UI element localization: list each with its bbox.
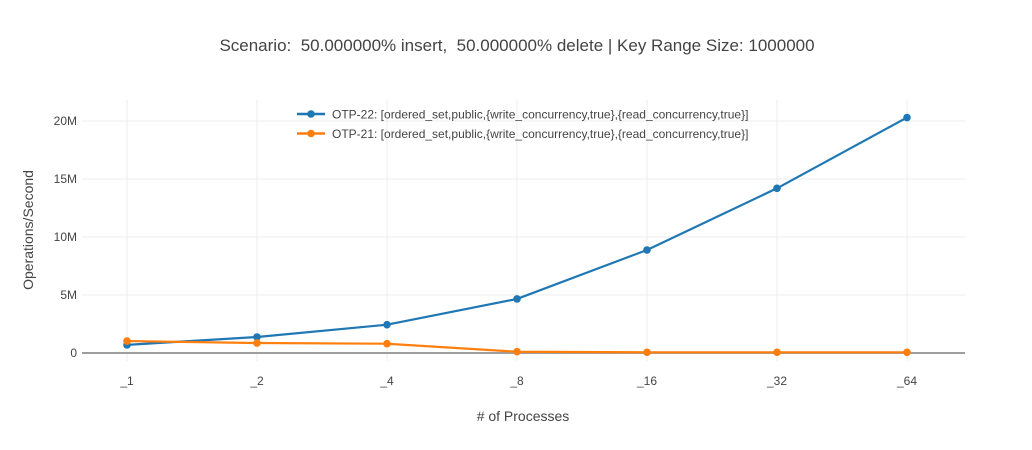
series-1-point-_2[interactable] [253, 339, 261, 347]
legend-marker-icon-0 [307, 110, 315, 118]
series-0-point-_16[interactable] [643, 246, 651, 254]
legend-item-1[interactable]: OTP-21: [ordered_set,public,{write_concu… [297, 127, 748, 141]
series-0-point-_64[interactable] [903, 113, 911, 122]
y-axis-tick-labels: 0 5M 10M 15M 20M [54, 114, 78, 360]
x-tick-label-_8: _8 [509, 374, 524, 388]
y-tick-label-15M: 15M [54, 172, 77, 186]
data-series [123, 113, 911, 357]
y-tick-label-20M: 20M [54, 114, 77, 128]
series-0-point-_2[interactable] [253, 333, 261, 341]
y-tick-label-5M: 5M [60, 288, 77, 302]
legend: OTP-22: [ordered_set,public,{write_concu… [297, 108, 748, 141]
series-1-point-_32[interactable] [773, 348, 781, 357]
x-tick-label-_32: _32 [766, 374, 787, 388]
series-1-point-_8[interactable] [513, 347, 521, 356]
x-tick-label-_2: _2 [249, 374, 264, 388]
x-tick-label-_4: _4 [379, 374, 394, 388]
y-tick-label-0: 0 [70, 346, 77, 360]
series-0-point-_8[interactable] [513, 295, 521, 303]
chart-title: Scenario: 50.000000% insert, 50.000000% … [219, 36, 814, 55]
series-1-point-_1[interactable] [123, 337, 131, 345]
gridlines [82, 100, 965, 361]
x-tick-label-_64: _64 [896, 374, 917, 388]
legend-label-1: OTP-21: [ordered_set,public,{write_concu… [332, 127, 748, 141]
series-1-point-_64[interactable] [903, 348, 911, 357]
legend-item-0[interactable]: OTP-22: [ordered_set,public,{write_concu… [297, 108, 748, 122]
legend-label-0: OTP-22: [ordered_set,public,{write_concu… [332, 108, 748, 122]
series-1-point-_4[interactable] [383, 339, 391, 348]
series-0-point-_32[interactable] [773, 184, 781, 193]
series-0-point-_4[interactable] [383, 320, 391, 329]
y-tick-label-10M: 10M [54, 230, 77, 244]
x-axis-title: # of Processes [477, 408, 570, 424]
plot-drag-area[interactable] [82, 100, 965, 361]
legend-marker-icon-1 [307, 129, 315, 138]
x-tick-label-_1: _1 [119, 374, 134, 388]
series-1 [123, 337, 911, 357]
x-tick-label-_16: _16 [636, 374, 657, 388]
y-axis-title: Operations/Second [20, 170, 36, 290]
series-1-point-_16[interactable] [643, 348, 651, 357]
x-axis-tick-labels: _1 _2 _4 _8 _16 _32 _64 [119, 374, 917, 388]
